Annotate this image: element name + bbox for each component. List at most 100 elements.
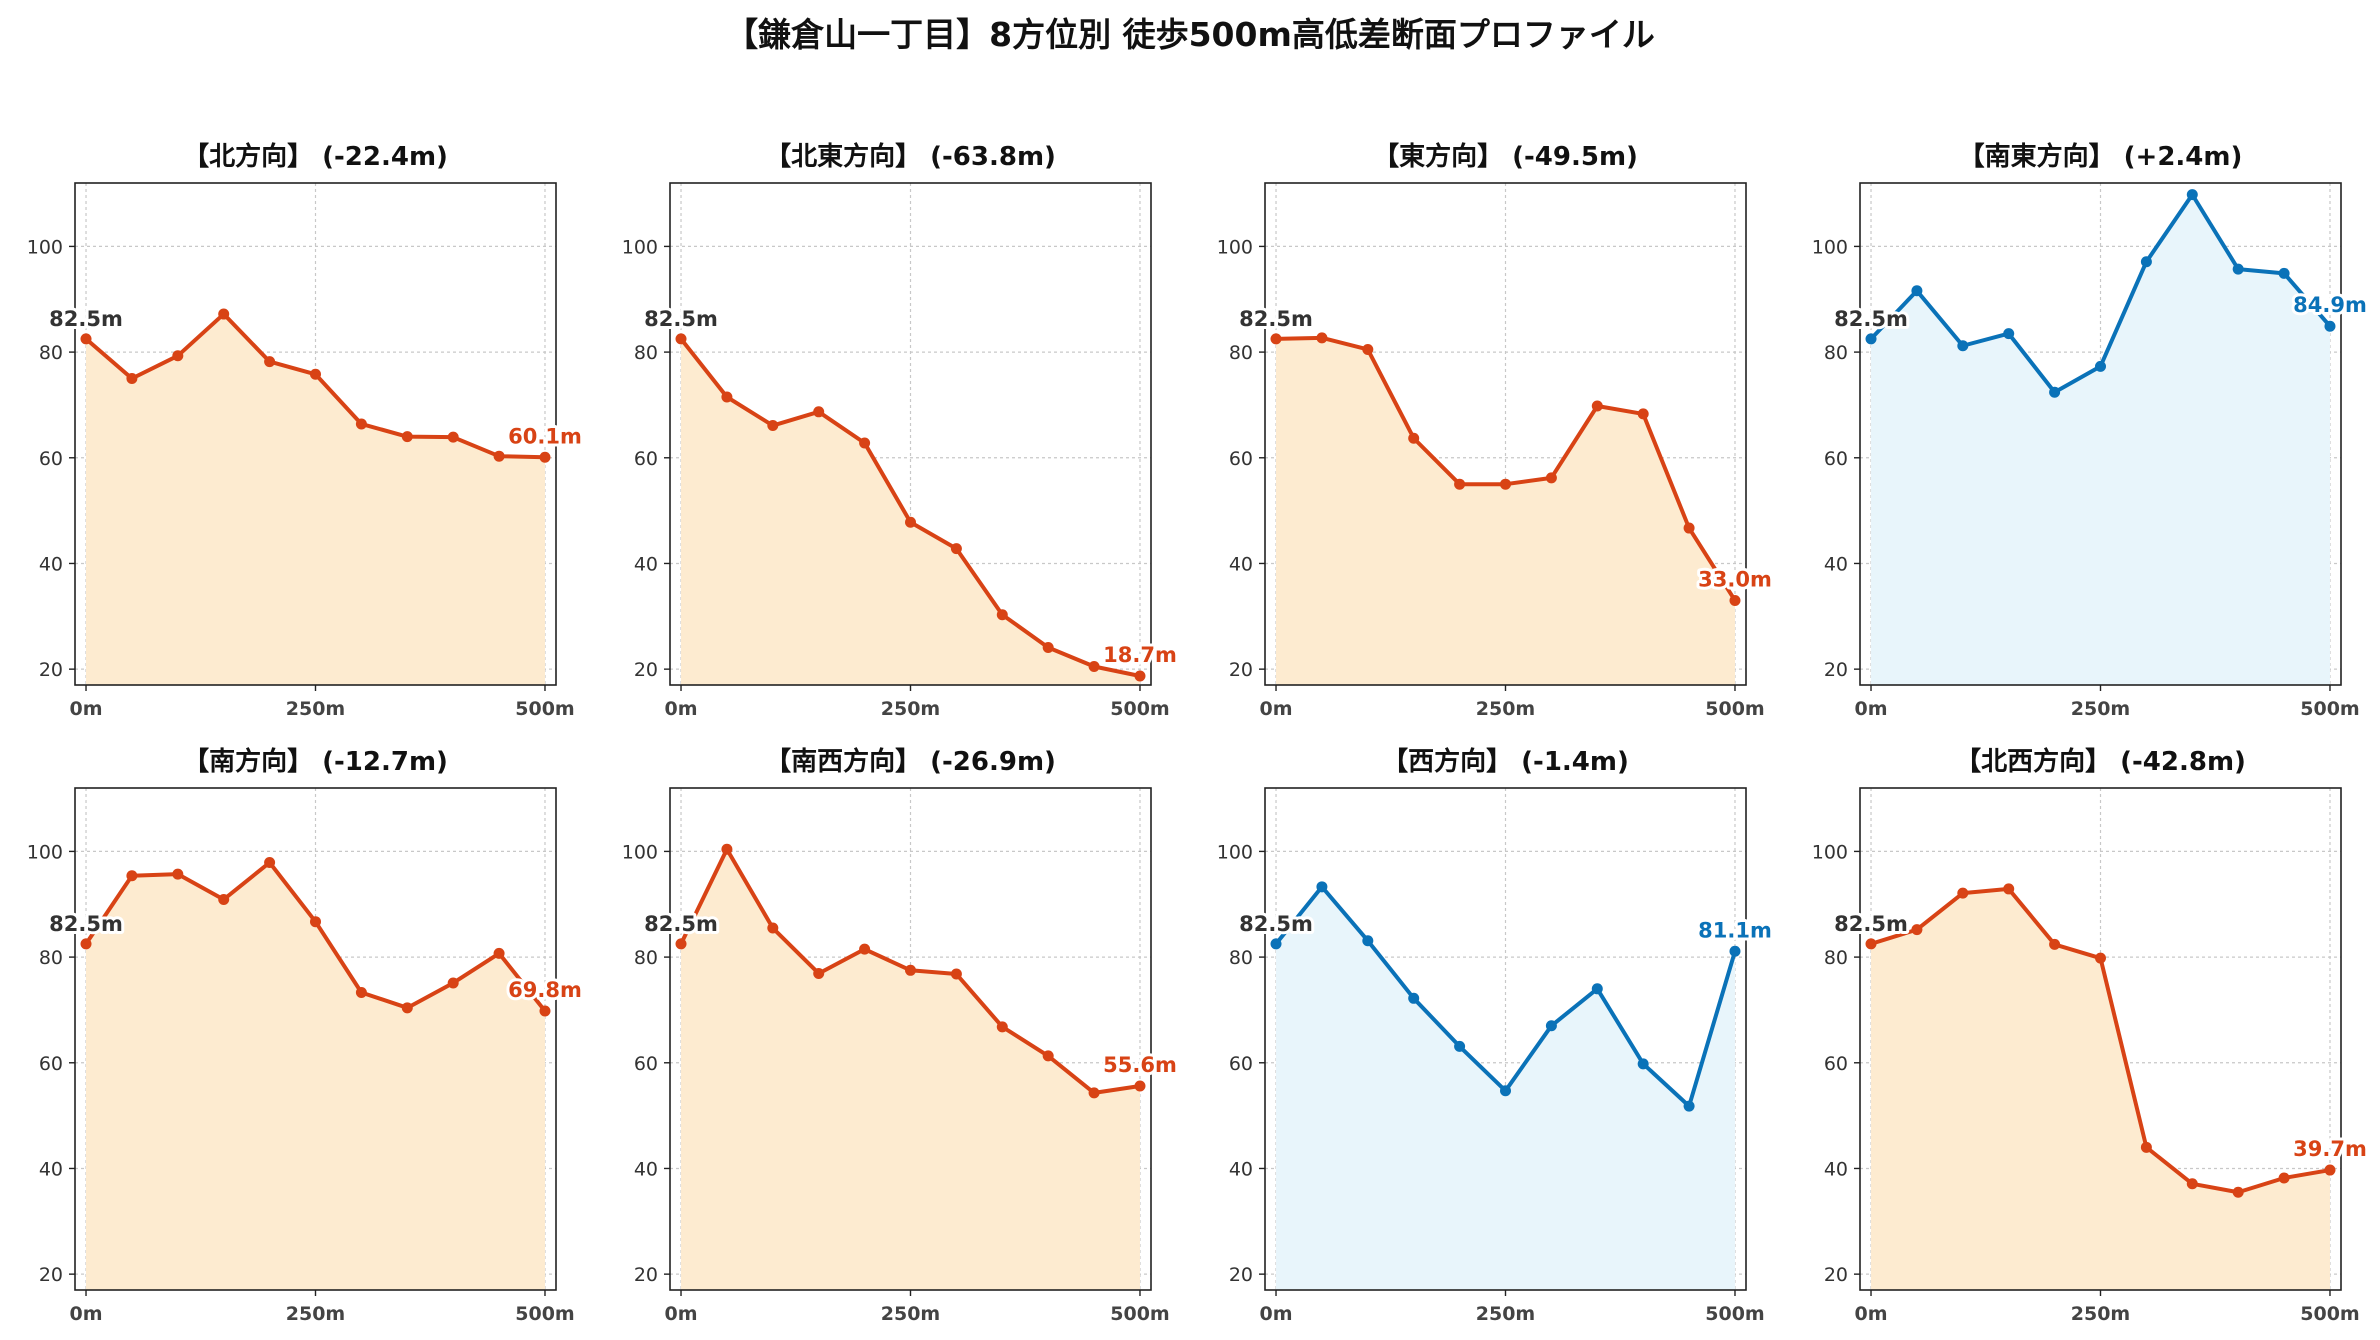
y-tick-label: 100 — [27, 841, 63, 863]
data-point — [1362, 343, 1374, 355]
data-point — [80, 333, 92, 345]
data-point — [675, 938, 687, 950]
y-tick-label: 40 — [1824, 553, 1848, 575]
y-tick-label: 80 — [1229, 342, 1253, 364]
subplot-title: 【西方向】 (-1.4m) — [1382, 746, 1629, 777]
data-point — [1683, 522, 1695, 534]
y-tick-label: 80 — [39, 342, 63, 364]
data-point — [2003, 328, 2015, 340]
data-point — [859, 437, 871, 449]
data-point — [1134, 1080, 1146, 1092]
y-tick-label: 100 — [622, 236, 658, 258]
data-point — [2095, 952, 2106, 964]
data-point — [1088, 1087, 1100, 1099]
y-tick-label: 20 — [634, 1264, 658, 1286]
area-fill — [1871, 888, 2330, 1290]
x-tick-label: 0m — [69, 698, 102, 720]
subplot-5: 20 40 60 80 100 0m 250m 500m 【南西方向】 (-26.9m) 82.5… — [622, 746, 1180, 1325]
y-tick-label: 20 — [39, 1264, 63, 1286]
y-tick-label: 100 — [1217, 841, 1253, 863]
y-tick-label: 60 — [1824, 1053, 1848, 1075]
subplot-title: 【南西方向】 (-26.9m) — [765, 746, 1056, 777]
data-point — [1270, 333, 1282, 345]
data-point — [2049, 938, 2061, 950]
data-point — [813, 406, 825, 418]
start-label: 82.5m — [1239, 912, 1313, 936]
data-point — [1042, 1050, 1054, 1062]
start-label: 82.5m — [49, 912, 123, 936]
start-label: 82.5m — [1834, 912, 1908, 936]
data-point — [218, 893, 230, 905]
area-fill — [681, 849, 1140, 1290]
data-point — [1316, 881, 1328, 893]
data-point — [80, 938, 92, 950]
data-point — [996, 1021, 1008, 1033]
data-point — [447, 431, 459, 443]
data-point — [767, 420, 779, 432]
y-tick-label: 80 — [634, 947, 658, 969]
data-point — [264, 857, 276, 869]
data-point — [1591, 983, 1603, 995]
data-point — [493, 947, 505, 959]
data-point — [264, 356, 276, 368]
data-point — [126, 373, 138, 385]
data-point — [1683, 1100, 1695, 1112]
data-point — [2324, 320, 2336, 332]
data-point — [1362, 935, 1374, 947]
data-point — [2003, 883, 2015, 895]
subplot-3: 20 40 60 80 100 0m 250m 500m 【南東方向】 (+2.4m) 82.5m… — [1812, 141, 2370, 720]
end-label: 39.7m — [2293, 1137, 2367, 1161]
data-point — [950, 968, 962, 980]
subplot-title: 【北東方向】 (-63.8m) — [765, 141, 1056, 172]
x-tick-label: 500m — [1110, 1303, 1169, 1325]
data-point — [447, 977, 459, 989]
y-tick-label: 20 — [1824, 659, 1848, 681]
data-point — [2140, 1141, 2152, 1153]
data-point — [2049, 386, 2061, 398]
data-point — [2186, 189, 2198, 201]
data-point — [1591, 400, 1603, 412]
data-point — [721, 391, 733, 403]
data-point — [2278, 1172, 2290, 1184]
data-point — [905, 516, 916, 528]
y-tick-label: 40 — [39, 553, 63, 575]
y-tick-label: 60 — [1824, 448, 1848, 470]
x-tick-label: 0m — [664, 698, 697, 720]
data-point — [859, 943, 871, 955]
data-point — [2232, 263, 2244, 275]
data-point — [1637, 408, 1649, 420]
data-point — [1729, 594, 1741, 606]
subplot-7: 20 40 60 80 100 0m 250m 500m 【北西方向】 (-42.8m) 82.5… — [1812, 746, 2370, 1325]
y-tick-label: 20 — [634, 659, 658, 681]
data-point — [126, 870, 138, 882]
data-point — [1408, 992, 1420, 1004]
x-tick-label: 250m — [2071, 698, 2130, 720]
y-tick-label: 80 — [39, 947, 63, 969]
subplot-2: 20 40 60 80 100 0m 250m 500m 【東方向】 (-49.5m) 82.5m… — [1217, 141, 1775, 720]
start-label: 82.5m — [1834, 307, 1908, 331]
data-point — [355, 986, 367, 998]
start-label: 82.5m — [644, 912, 718, 936]
y-tick-label: 80 — [1824, 342, 1848, 364]
data-point — [1500, 478, 1511, 490]
data-point — [1545, 472, 1557, 484]
x-tick-label: 0m — [69, 1303, 102, 1325]
figure-title: 【鎌倉山一丁目】8方位別 徒歩500m高低差断面プロファイル — [725, 15, 1655, 54]
y-tick-label: 40 — [634, 553, 658, 575]
data-point — [310, 368, 321, 380]
y-tick-label: 40 — [1229, 553, 1253, 575]
subplot-1: 20 40 60 80 100 0m 250m 500m 【北東方向】 (-63.8m) 82.5… — [622, 141, 1180, 720]
data-point — [2186, 1178, 2198, 1190]
end-label: 33.0m — [1698, 567, 1772, 591]
area-fill — [86, 314, 545, 685]
data-point — [1911, 285, 1923, 297]
data-point — [1316, 332, 1328, 344]
data-point — [1545, 1020, 1557, 1032]
data-point — [1957, 887, 1969, 899]
area-fill — [1871, 194, 2330, 686]
x-tick-label: 500m — [515, 1303, 574, 1325]
data-point — [401, 431, 413, 443]
subplot-title: 【東方向】 (-49.5m) — [1373, 141, 1638, 172]
y-tick-label: 100 — [27, 236, 63, 258]
